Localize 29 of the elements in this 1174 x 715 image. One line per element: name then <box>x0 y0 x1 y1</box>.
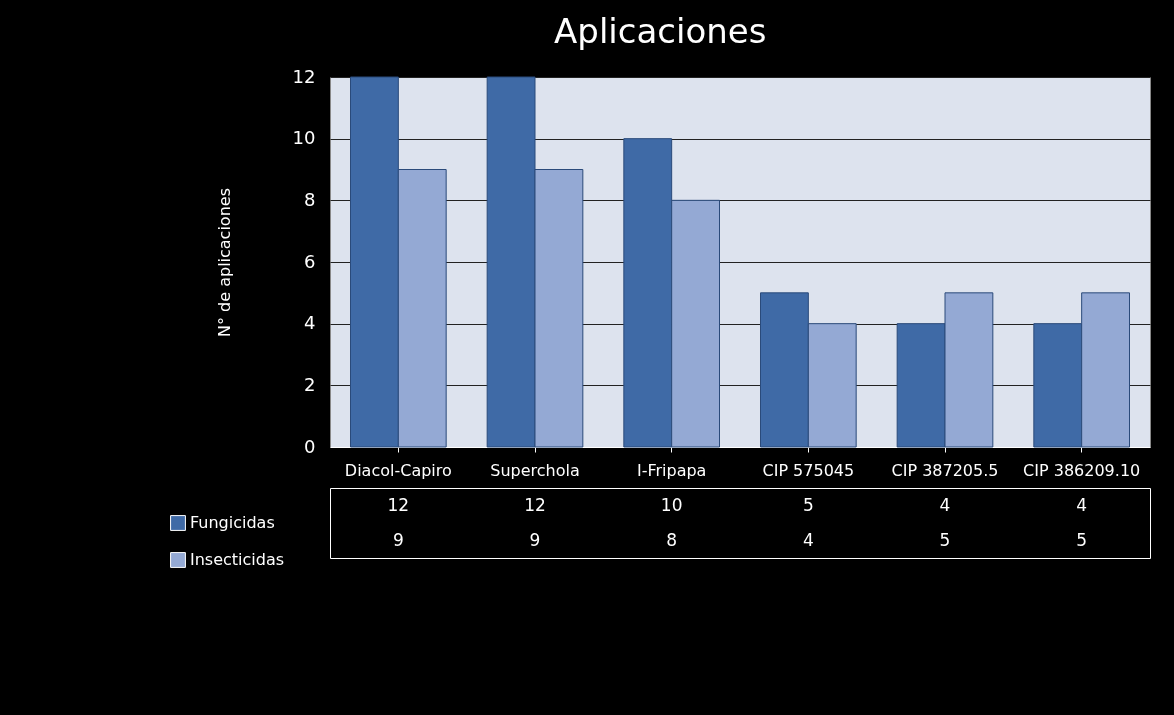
data-label: 8 <box>666 529 678 550</box>
y-tick-label: 8 <box>304 188 316 210</box>
y-tick-label: 4 <box>304 312 316 334</box>
data-label: 12 <box>387 494 410 515</box>
data-label: 9 <box>529 529 541 550</box>
data-label: 5 <box>939 529 951 550</box>
x-tick-label: Diacol-Capiro <box>344 460 452 480</box>
data-label: 4 <box>939 494 951 515</box>
y-axis-title: N° de aplicaciones <box>214 188 234 337</box>
x-tick-label: CIP 575045 <box>762 460 855 480</box>
chart-title: Aplicaciones <box>554 10 767 51</box>
x-tick-label: I-Fripapa <box>636 460 707 480</box>
y-tick-label: 6 <box>304 250 316 272</box>
data-label: 4 <box>1076 494 1088 515</box>
x-tick-label: CIP 387205.5 <box>891 460 999 480</box>
data-label: 9 <box>392 529 404 550</box>
y-tick-label: 0 <box>304 435 316 457</box>
legend-label: Insecticidas <box>190 550 285 569</box>
data-label: 10 <box>660 494 683 515</box>
y-tick-label: 10 <box>292 127 316 149</box>
legend-label: Fungicidas <box>190 513 275 532</box>
y-tick-label: 12 <box>292 65 316 87</box>
x-tick-label: Superchola <box>490 460 580 480</box>
y-tick-label: 2 <box>304 373 316 395</box>
data-label: 4 <box>802 529 814 550</box>
x-tick-label: CIP 386209.10 <box>1023 460 1141 480</box>
data-label: 12 <box>524 494 546 515</box>
data-label: 5 <box>802 494 814 515</box>
data-label: 5 <box>1076 529 1088 550</box>
